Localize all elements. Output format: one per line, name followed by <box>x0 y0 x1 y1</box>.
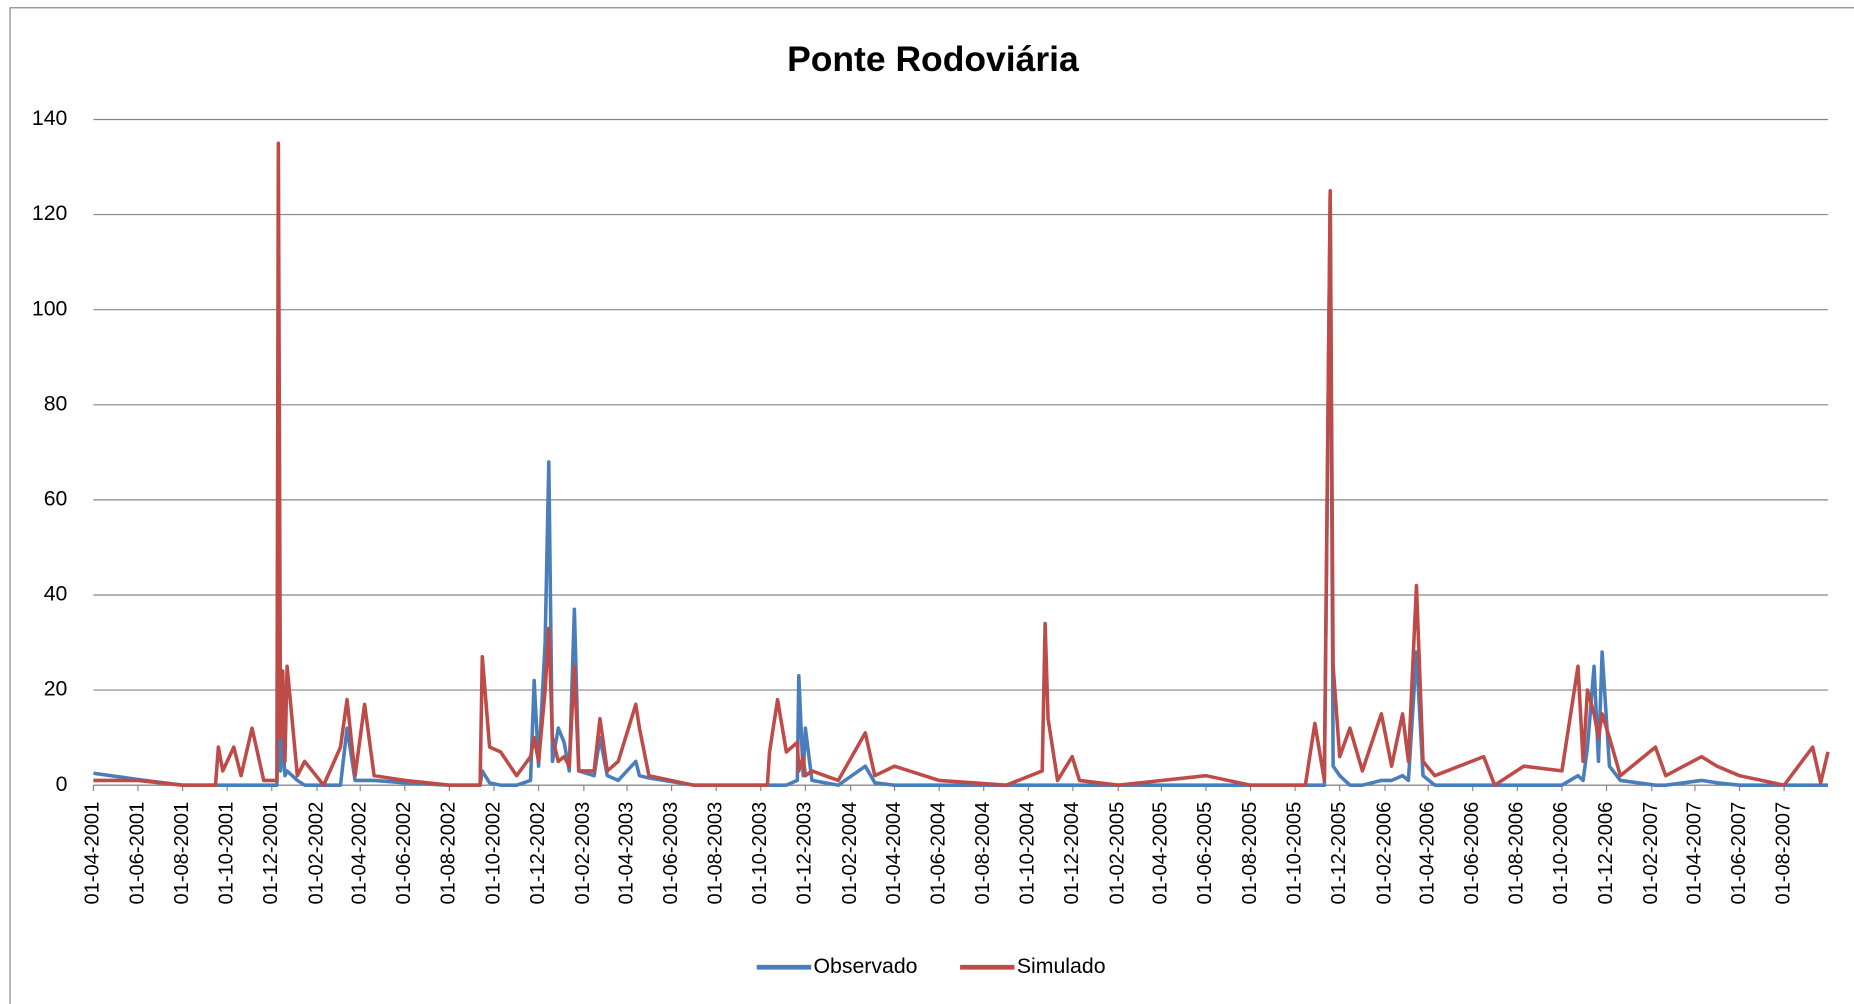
y-tick-label: 80 <box>44 391 68 415</box>
y-tick-label: 100 <box>32 296 67 320</box>
x-tick-label: 01-08-2007 <box>1772 802 1794 905</box>
x-tick-label: 01-04-2006 <box>1416 802 1438 905</box>
y-tick-label: 140 <box>32 106 67 130</box>
x-tick-label: 01-02-2005 <box>1107 802 1129 905</box>
x-tick-label: 01-04-2003 <box>615 802 637 905</box>
x-tick-label: 01-02-2002 <box>305 802 327 905</box>
x-tick-label: 01-12-2004 <box>1061 802 1083 905</box>
y-tick-label: 60 <box>44 487 68 511</box>
x-tick-label: 01-10-2001 <box>215 802 237 905</box>
x-tick-label: 01-04-2004 <box>883 802 905 905</box>
x-tick-label: 01-08-2003 <box>705 802 727 905</box>
chart-title: Ponte Rodoviária <box>787 39 1079 79</box>
x-tick-label: 01-12-2003 <box>794 802 816 905</box>
x-tick-label: 01-10-2003 <box>749 802 771 905</box>
y-tick-label: 0 <box>56 772 68 796</box>
x-tick-label: 01-06-2007 <box>1728 802 1750 905</box>
x-tick-label: 01-08-2001 <box>171 802 193 905</box>
y-tick-label: 40 <box>44 582 68 606</box>
x-tick-label: 01-10-2005 <box>1283 802 1305 905</box>
x-tick-label: 01-06-2004 <box>927 802 949 905</box>
x-tick-label: 01-02-2006 <box>1373 802 1395 905</box>
x-tick-label: 01-06-2006 <box>1461 802 1483 905</box>
x-tick-label: 01-04-2001 <box>82 802 104 905</box>
x-tick-label: 01-12-2001 <box>260 802 282 905</box>
x-tick-label: 01-08-2005 <box>1239 802 1261 905</box>
x-tick-label: 01-12-2005 <box>1328 802 1350 905</box>
x-tick-label: 01-04-2005 <box>1150 802 1172 905</box>
x-tick-label: 01-08-2004 <box>972 802 994 905</box>
y-tick-label: 120 <box>32 201 67 225</box>
legend-label: Simulado <box>1017 954 1106 978</box>
x-tick-label: 01-08-2006 <box>1506 802 1528 905</box>
x-tick-label: 01-02-2007 <box>1640 802 1662 905</box>
series-line <box>93 141 1830 787</box>
x-tick-label: 01-02-2003 <box>572 802 594 905</box>
x-tick-label: 01-10-2002 <box>482 802 504 905</box>
x-tick-label: 01-04-2007 <box>1683 802 1705 905</box>
x-tick-label: 01-12-2006 <box>1595 802 1617 905</box>
x-tick-label: 01-10-2004 <box>1017 802 1039 905</box>
y-tick-label: 20 <box>44 677 68 701</box>
series-line <box>93 193 1828 787</box>
legend-label: Observado <box>813 954 917 978</box>
x-tick-label: 01-06-2001 <box>126 802 148 905</box>
x-tick-label: 01-10-2006 <box>1550 802 1572 905</box>
x-tick-label: 01-06-2002 <box>393 802 415 905</box>
chart-border <box>9 7 1854 1004</box>
x-tick-label: 01-12-2002 <box>527 802 549 905</box>
x-tick-label: 01-06-2003 <box>660 802 682 905</box>
x-tick-label: 01-06-2005 <box>1194 802 1216 905</box>
x-tick-label: 01-04-2002 <box>349 802 371 905</box>
x-tick-label: 01-02-2004 <box>839 802 861 905</box>
x-tick-label: 01-08-2002 <box>438 802 460 905</box>
